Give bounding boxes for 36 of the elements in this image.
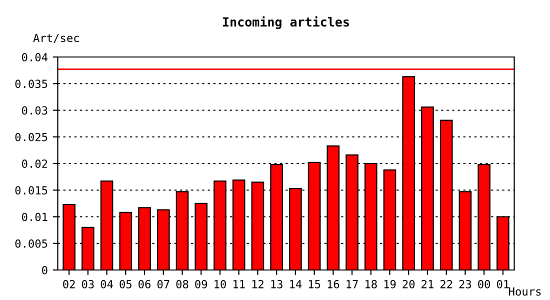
x-tick-label: 22 bbox=[440, 280, 452, 288]
x-tick-label: 19 bbox=[384, 280, 396, 288]
x-tick-label: 09 bbox=[195, 280, 208, 288]
y-axis-title: Art/sec bbox=[33, 34, 79, 44]
chart-title: Incoming articles bbox=[223, 16, 349, 30]
x-tick-label: 23 bbox=[459, 280, 472, 288]
y-tick-label: 0.04 bbox=[22, 53, 48, 62]
y-tick-label: 0.025 bbox=[15, 132, 48, 142]
x-tick-label: 11 bbox=[233, 280, 245, 288]
x-tick-label: 03 bbox=[82, 280, 94, 288]
x-tick-label: 05 bbox=[120, 280, 132, 288]
y-tick-label: 0.015 bbox=[15, 186, 48, 195]
y-tick-label: 0.03 bbox=[22, 106, 48, 115]
x-tick-label: 00 bbox=[478, 280, 490, 288]
x-tick-label: 06 bbox=[138, 280, 150, 288]
x-tick-label: 08 bbox=[176, 280, 188, 288]
x-tick-label: 12 bbox=[252, 280, 264, 288]
x-tick-label: 10 bbox=[214, 280, 226, 288]
x-tick-label: 14 bbox=[290, 280, 302, 288]
x-tick-label: 04 bbox=[100, 280, 113, 288]
x-tick-label: 15 bbox=[308, 280, 320, 288]
x-tick-label: 01 bbox=[496, 280, 509, 288]
x-tick-label: 17 bbox=[346, 280, 358, 288]
x-tick-label: 02 bbox=[63, 280, 75, 288]
x-tick-label: 18 bbox=[366, 280, 377, 288]
y-tick-label: 0 bbox=[42, 266, 48, 274]
x-axis-title: Hours bbox=[509, 287, 541, 296]
y-tick-label: 0.01 bbox=[22, 212, 48, 222]
x-tick-label: 13 bbox=[271, 280, 282, 288]
x-tick-label: 20 bbox=[402, 280, 415, 288]
x-tick-label: 16 bbox=[328, 280, 340, 288]
x-tick-label: 07 bbox=[157, 280, 170, 288]
y-tick-label: 0.02 bbox=[22, 160, 48, 168]
x-tick-label: 21 bbox=[422, 280, 434, 288]
y-tick-label: 0.005 bbox=[15, 239, 48, 248]
y-tick-label: 0.035 bbox=[15, 80, 48, 88]
